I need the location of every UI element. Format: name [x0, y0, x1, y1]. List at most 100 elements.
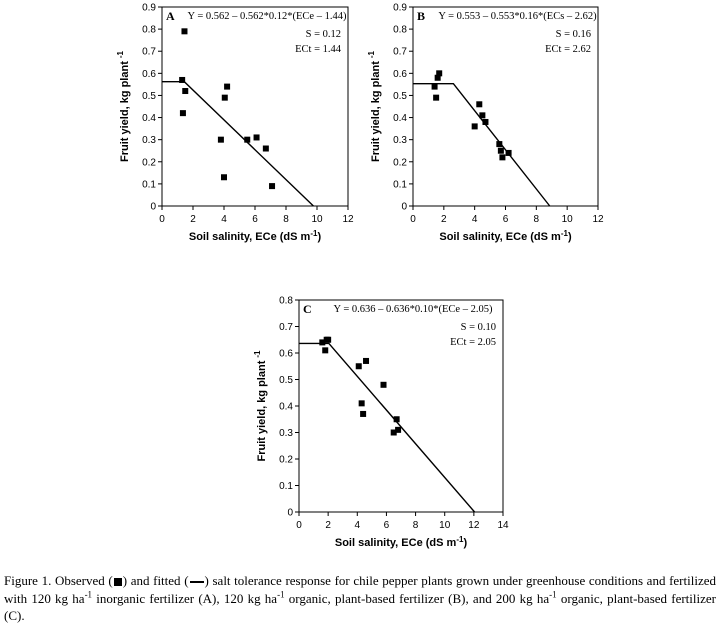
x-tick-label: 12: [342, 214, 354, 225]
data-point: [244, 136, 251, 143]
data-point: [182, 88, 189, 95]
data-point: [253, 134, 260, 141]
y-tick-label: 0.8: [393, 25, 407, 36]
fitted-line: [413, 83, 551, 207]
x-tick-label: 10: [439, 520, 451, 531]
caption-sup-3: -1: [549, 589, 557, 600]
data-point: [224, 83, 231, 90]
caption-text-5: organic, plant-based fertilizer (B), and…: [284, 590, 550, 606]
x-tick-label: 10: [562, 214, 574, 225]
fit-equation: Y = 0.636 – 0.636*0.10*(ECe – 2.05): [334, 304, 493, 315]
data-point: [380, 381, 387, 388]
data-point: [360, 410, 367, 417]
y-tick-label: 0.2: [279, 455, 293, 466]
data-point: [181, 28, 188, 35]
x-axis-label: Soil salinity, ECe (dS m-1): [335, 535, 468, 549]
data-point: [179, 110, 186, 117]
x-axis-label-sup: -1: [310, 229, 318, 238]
x-tick-label: 8: [534, 214, 540, 225]
ect-value-label: ECt = 2.05: [450, 337, 496, 348]
x-tick-label: 10: [311, 214, 323, 225]
panel-letter: C: [303, 302, 312, 316]
panel-a-chart: 0 0.1 0.2 0.3 0.4 0.5 0.6 0.7 0.8 0.9 0 2 4 6 8 10 12 Soi…: [116, 3, 354, 244]
ect-value-label: ECt = 1.44: [295, 44, 342, 55]
y-tick-label: 0.2: [142, 157, 156, 168]
data-point: [179, 76, 186, 83]
data-point: [476, 101, 483, 108]
observed-marker-icon: [113, 578, 122, 587]
data-point: [355, 363, 362, 370]
panel-letter: A: [166, 9, 175, 23]
y-tick-label: 0.3: [279, 428, 293, 439]
y-axis-label-text: Fruit yield, kg plant: [370, 61, 382, 162]
fitted-line: [162, 81, 314, 207]
y-axis-label-sup: -1: [116, 50, 125, 58]
y-tick-label: 0.6: [393, 69, 407, 80]
s-value-label: S = 0.10: [461, 322, 496, 333]
y-tick-label: 0.7: [279, 322, 293, 333]
x-tick-label: 12: [592, 214, 604, 225]
caption-sup-2: -1: [277, 589, 285, 600]
x-axis-label-close: ): [463, 537, 467, 549]
y-tick-label: 0.3: [393, 135, 407, 146]
data-point: [393, 416, 400, 423]
caption-text-2: ) and fitted (: [122, 573, 189, 588]
y-tick-label: 0.5: [279, 375, 293, 386]
data-point: [433, 94, 440, 101]
y-tick-label: 0: [287, 508, 293, 519]
fitted-line-icon: [189, 581, 204, 584]
x-tick-label: 4: [472, 214, 478, 225]
y-tick-label: 0.4: [279, 402, 293, 413]
y-tick-label: 0.9: [393, 3, 407, 14]
x-tick-label: 6: [252, 214, 258, 225]
x-tick-label: 14: [497, 520, 509, 531]
y-tick-label: 0.7: [142, 47, 156, 58]
data-point: [221, 94, 228, 101]
x-tick-label: 2: [441, 214, 447, 225]
data-point: [499, 154, 506, 161]
data-point: [434, 74, 441, 81]
s-value-label: S = 0.12: [306, 29, 341, 40]
x-tick-label: 8: [413, 520, 419, 531]
x-tick-label: 4: [355, 520, 361, 531]
data-point: [431, 83, 438, 90]
caption-text-1: Figure 1. Observed (: [4, 573, 113, 588]
x-tick-label: 0: [159, 214, 165, 225]
data-point: [390, 429, 397, 436]
caption-sup-1: -1: [84, 589, 93, 600]
fit-equation: Y = 0.562 – 0.562*0.12*(ECe – 1.44): [188, 11, 347, 22]
data-point: [322, 347, 329, 354]
y-tick-label: 0.2: [393, 157, 407, 168]
fitted-line: [299, 342, 476, 513]
x-tick-label: 6: [384, 520, 390, 531]
y-tick-label: 0.1: [279, 481, 293, 492]
y-axis-label: Fruit yield, kg plant -1: [367, 50, 382, 162]
y-tick-label: 0: [150, 202, 156, 213]
x-tick-label: 2: [190, 214, 196, 225]
x-tick-label: 6: [503, 214, 509, 225]
x-axis-label-text: Soil salinity, ECe (dS m: [189, 231, 311, 243]
y-axis-label-text: Fruit yield, kg plant: [256, 360, 268, 461]
y-tick-label: 0.5: [142, 91, 156, 102]
data-point: [325, 336, 332, 343]
y-tick-label: 0.7: [393, 47, 407, 58]
data-point: [497, 147, 504, 154]
y-tick-label: 0.1: [393, 179, 407, 190]
x-tick-label: 2: [325, 520, 331, 531]
x-axis-label-close: ): [568, 231, 572, 243]
caption-text-6: organic, plant-based fertilizer (C).: [4, 590, 716, 624]
data-point: [505, 149, 512, 156]
y-tick-label: 0.9: [142, 3, 156, 14]
data-point: [262, 145, 269, 152]
panel-c-chart: 0 0.1 0.2 0.3 0.4 0.5 0.6 0.7 0.8 0 2 4 6 8 10 12 14 Soil…: [253, 296, 509, 550]
ect-value-label: ECt = 2.62: [545, 44, 591, 55]
x-tick-label: 0: [410, 214, 416, 225]
data-point: [358, 400, 365, 407]
panel-b-chart: 0 0.1 0.2 0.3 0.4 0.5 0.6 0.7 0.8 0.9 0 2 4 6 8 10 12 Soi…: [367, 3, 604, 244]
x-axis-label-sup: -1: [456, 535, 464, 544]
x-axis-label-text: Soil salinity, ECe (dS m: [439, 231, 561, 243]
data-point: [363, 357, 370, 364]
caption-text-3: ) salt tolerance response for chile pepp…: [4, 573, 716, 606]
x-axis-label: Soil salinity, ECe (dS m-1): [189, 229, 322, 243]
x-tick-label: 8: [283, 214, 289, 225]
